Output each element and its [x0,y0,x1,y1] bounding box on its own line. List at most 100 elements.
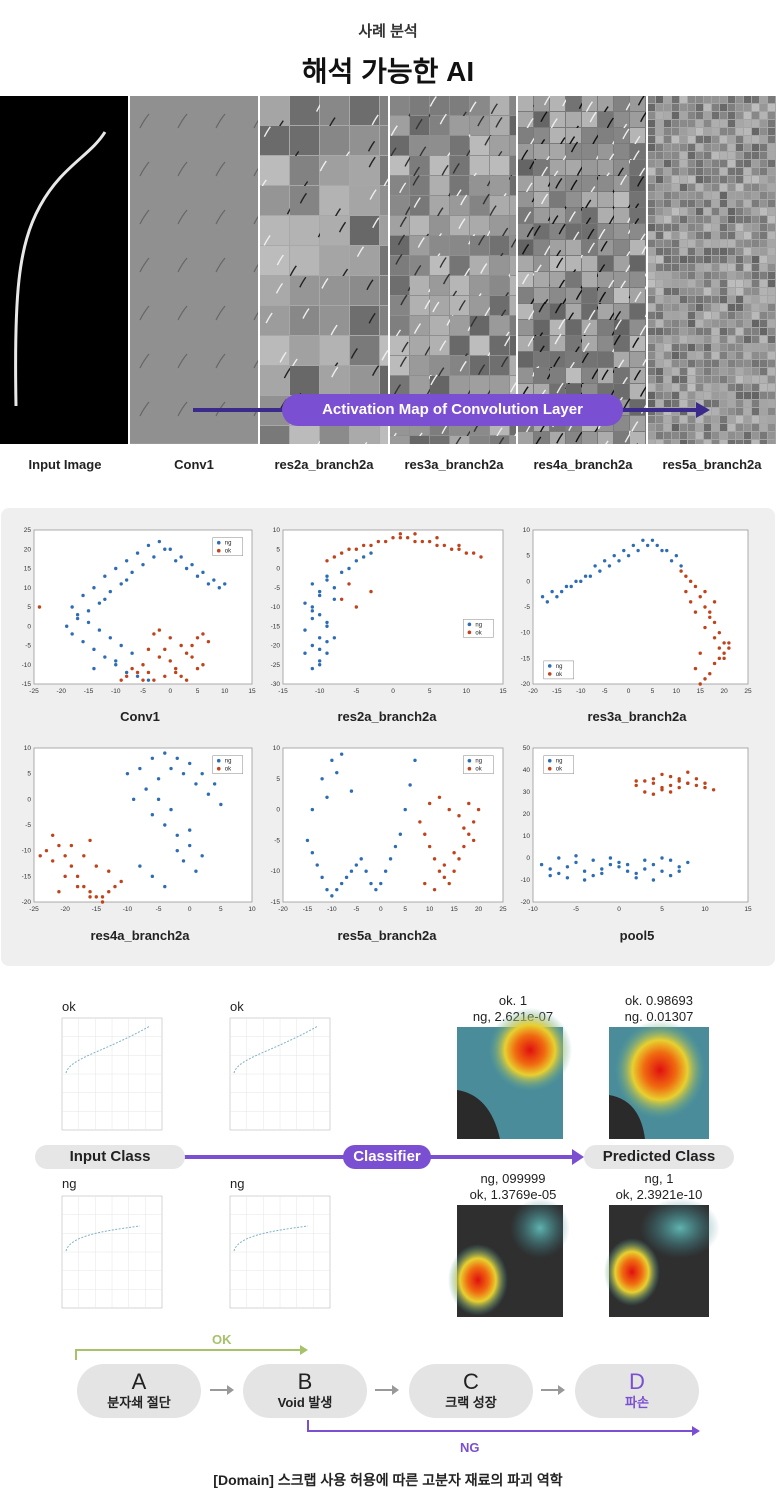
activation-cell [712,216,719,223]
activation-cell [664,320,671,327]
activation-cell [320,186,349,215]
activation-cell [704,424,711,431]
activation-stroke [526,117,534,129]
legend-label-ok: ok [225,549,232,555]
activation-cell [736,224,743,231]
activation-cell [664,96,671,103]
activation-cell [320,156,349,185]
activation-cell [760,216,767,223]
activation-cell [744,328,751,335]
activation-cell [744,208,751,215]
activation-stroke [588,309,596,321]
scatter-point-ng [588,574,593,578]
activation-cell [614,96,629,111]
activation-stroke [633,369,642,381]
scatter-point-ng [569,584,573,589]
scatter-point-ng [179,555,183,559]
activation-cell [664,104,671,111]
scatter-point-ok [168,659,172,663]
activation-stroke [302,308,310,319]
activation-cell [712,144,719,151]
activation-cell [672,200,679,207]
activation-cell [736,96,743,103]
activation-cell [712,128,719,135]
scatter-point-ng [146,678,151,682]
activation-cell [648,288,655,295]
activation-cell [744,224,751,231]
activation-stroke [263,235,271,246]
activation-cell [720,304,727,311]
activation-cell [736,288,743,295]
activation-cell [720,160,727,167]
scatter-point-ng [168,547,172,551]
activation-cell [430,236,449,255]
scatter-point-ok [471,551,476,555]
legend-label-ok: ok [556,767,563,773]
activation-cell [680,384,687,391]
activation-stroke [637,96,645,106]
legend-marker-ok [216,548,221,553]
scatter-point-ng [135,674,140,678]
activation-cell [410,356,429,375]
activation-cell [696,440,703,444]
scatter-point-ng [349,869,354,873]
activation-cell [688,224,695,231]
scatter-point-ng [660,856,664,860]
activation-cell [728,304,735,311]
scatter-point-ng [625,862,630,867]
prob-ok-1-line1: ok. 1 [498,993,528,1008]
scatter-point-ng [325,574,329,578]
activation-cell [720,416,727,423]
activation-stroke [543,96,551,106]
activation-stroke [613,334,621,346]
activation-cell [430,176,449,195]
scatter-point-ok [347,547,351,551]
x-tick-label: 25 [744,688,752,695]
activation-cell [672,392,679,399]
activation-cell [728,408,735,415]
thumbnail-curve [233,1025,319,1074]
activation-cell [752,104,759,111]
scatter-point-ng [540,595,545,599]
panel-res3a [390,96,516,444]
activation-cell [672,120,679,127]
activation-cell [566,112,581,127]
activation-cell [518,144,533,159]
activation-cell [744,240,751,247]
activation-cell [736,320,743,327]
scatter-point-ok [684,574,688,578]
activation-cell [566,128,581,143]
scatter-point-ng [645,543,650,548]
scatter-point-ng [677,869,681,873]
activation-cell [688,136,695,143]
stage-a: A 분자쇄 절단 [77,1364,201,1418]
x-tick-label: 0 [391,688,395,695]
activation-cell [656,296,663,303]
activation-cell [752,280,759,287]
activation-cell [752,304,759,311]
scatter-point-ng [317,663,322,667]
scatter-point-ng [156,777,161,781]
prob-ok-2-line1: ok. 0.98693 [625,993,693,1008]
activation-stroke [253,215,258,225]
activation-cell [768,200,775,207]
activation-cell [688,248,695,255]
scatter-point-ng [194,869,198,873]
legend-label-ng: ng [556,759,563,765]
activation-stroke [253,119,258,129]
activation-cell [680,152,687,159]
activation-stroke [177,209,188,225]
scatter-point-ok [447,881,451,886]
scatter-point-ok [347,582,351,586]
activation-cell [672,328,679,335]
scatter-point-ng [643,867,647,871]
activation-cell [760,200,767,207]
activation-stroke [581,352,589,364]
legend-marker-ng [467,622,472,627]
scatter-point-ng [339,752,344,756]
scatter-point-ng [388,857,393,861]
activation-cell [728,280,735,287]
activation-cell [648,384,655,391]
scatter-point-ok [420,539,425,544]
activation-cell [768,208,775,215]
